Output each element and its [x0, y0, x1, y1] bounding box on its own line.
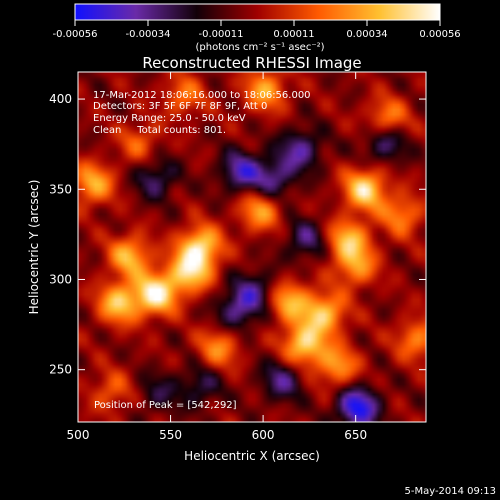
colorbar-tick-label: -0.00034: [126, 29, 171, 40]
x-axis-label: Heliocentric X (arcsec): [184, 449, 320, 463]
colorbar-unit-label: (photons cm⁻² s⁻¹ asec⁻²): [195, 42, 324, 53]
annotation-block: 17-Mar-2012 18:06:16.000 to 18:06:56.000…: [93, 90, 311, 136]
colorbar-tick-label: 0.00011: [273, 29, 314, 40]
axis-ticks: 500 550 600 650 250 300 350 400: [49, 72, 426, 442]
x-tick-label: 600: [252, 428, 275, 442]
plot-frame: [77, 71, 427, 423]
y-axis-label: Heliocentric Y (arcsec): [27, 180, 41, 315]
colorbar: -0.00056 -0.00034 -0.00011 0.00011 0.00034 0.…: [53, 3, 461, 53]
y-tick-label: 350: [49, 182, 72, 196]
footer-date: 5-May-2014 09:13: [404, 486, 496, 497]
colorbar-tick-label: 0.00056: [419, 29, 460, 40]
annotation-time-range: 17-Mar-2012 18:06:16.000 to 18:06:56.000: [93, 90, 311, 101]
y-tick-label: 300: [49, 272, 72, 286]
annotation-detectors: Detectors: 3F 5F 6F 7F 8F 9F, Att 0: [93, 101, 267, 112]
colorbar-ticks: -0.00056 -0.00034 -0.00011 0.00011 0.00034 0.…: [53, 20, 461, 40]
chart-title: Reconstructed RHESSI Image: [142, 54, 361, 72]
annotation-peak-position: Position of Peak = [542,292]: [94, 400, 237, 411]
annotation-clean-counts: Clean Total counts: 801.: [93, 125, 226, 136]
colorbar-strip: [74, 3, 441, 21]
x-tick-label: 500: [67, 428, 90, 442]
y-tick-label: 250: [49, 363, 72, 377]
x-tick-label: 550: [159, 428, 182, 442]
y-tick-label: 400: [49, 92, 72, 106]
heatmap-raster: [78, 72, 426, 422]
colorbar-tick-label: -0.00056: [53, 29, 98, 40]
x-tick-label: 650: [344, 428, 367, 442]
colorbar-tick-label: -0.00011: [199, 29, 244, 40]
annotation-energy-range: Energy Range: 25.0 - 50.0 keV: [93, 113, 246, 124]
colorbar-tick-label: 0.00034: [346, 29, 387, 40]
heatmap-image: [78, 72, 426, 422]
